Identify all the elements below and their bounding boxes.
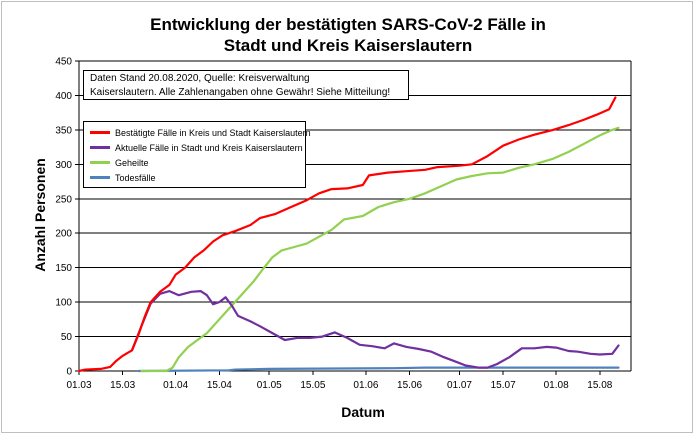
x-tick-label: 01.07 — [447, 380, 472, 391]
legend-label-deaths: Todesfälle — [115, 172, 156, 183]
legend-item-confirmed: Bestätigte Fälle in Kreis und Stadt Kais… — [90, 125, 311, 140]
chart-title-line-1: Entwicklung der bestätigten SARS-CoV-2 F… — [150, 15, 546, 34]
legend-swatch-confirmed — [90, 131, 110, 134]
legend-label-active: Aktuelle Fälle in Stadt und Kreis Kaiser… — [115, 142, 303, 153]
x-tick-label: 15.07 — [491, 380, 516, 391]
legend-item-recovered: Geheilte — [90, 155, 305, 170]
y-axis-label: Anzahl Personen — [32, 158, 48, 272]
x-tick-label: 01.06 — [353, 380, 378, 391]
legend-swatch-active — [90, 146, 110, 149]
y-tick-label: 400 — [55, 91, 72, 102]
x-tick-label: 15.08 — [587, 380, 612, 391]
y-tick-label: 200 — [55, 229, 72, 240]
x-tick-label: 01.04 — [163, 380, 188, 391]
x-axis-label: Datum — [341, 404, 385, 420]
y-tick-label: 250 — [55, 194, 72, 205]
legend-label-recovered: Geheilte — [115, 157, 149, 168]
x-tick-label: 01.03 — [66, 380, 91, 391]
data-source-note: Daten Stand 20.08.2020, Quelle: Kreisver… — [83, 70, 409, 100]
chart-title: Entwicklung der bestätigten SARS-CoV-2 F… — [0, 14, 696, 56]
chart-title-line-2: Stadt und Kreis Kaiserslautern — [223, 36, 473, 55]
x-tick-label: 15.04 — [207, 380, 232, 391]
y-tick-label: 0 — [66, 367, 72, 378]
series-line-3 — [137, 366, 620, 373]
legend-item-active: Aktuelle Fälle in Stadt und Kreis Kaiser… — [90, 140, 305, 155]
series-line-0 — [77, 96, 617, 373]
chart-legend: Bestätigte Fälle in Kreis und Stadt Kais… — [83, 121, 311, 188]
y-tick-label: 350 — [55, 125, 72, 136]
legend-swatch-recovered — [90, 161, 110, 164]
x-tick-label: 15.06 — [397, 380, 422, 391]
legend-label-confirmed: Bestätigte Fälle in Kreis und Stadt Kais… — [115, 127, 311, 138]
x-tick-label: 01.05 — [257, 380, 282, 391]
series-line-2 — [140, 126, 620, 373]
series-line-1 — [130, 290, 620, 369]
y-tick-label: 150 — [55, 263, 72, 274]
y-tick-label: 50 — [61, 332, 73, 343]
note-line-1: Daten Stand 20.08.2020, Quelle: Kreisver… — [90, 73, 310, 84]
y-tick-label: 100 — [55, 298, 72, 309]
legend-swatch-deaths — [90, 176, 110, 179]
y-tick-label: 300 — [55, 160, 72, 171]
x-tick-label: 15.03 — [110, 380, 135, 391]
x-tick-label: 15.05 — [300, 380, 325, 391]
y-tick-label: 450 — [55, 57, 72, 68]
legend-item-deaths: Todesfälle — [90, 170, 305, 185]
x-tick-label: 01.08 — [544, 380, 569, 391]
note-line-2: Kaiserslautern. Alle Zahlenangaben ohne … — [90, 87, 391, 98]
